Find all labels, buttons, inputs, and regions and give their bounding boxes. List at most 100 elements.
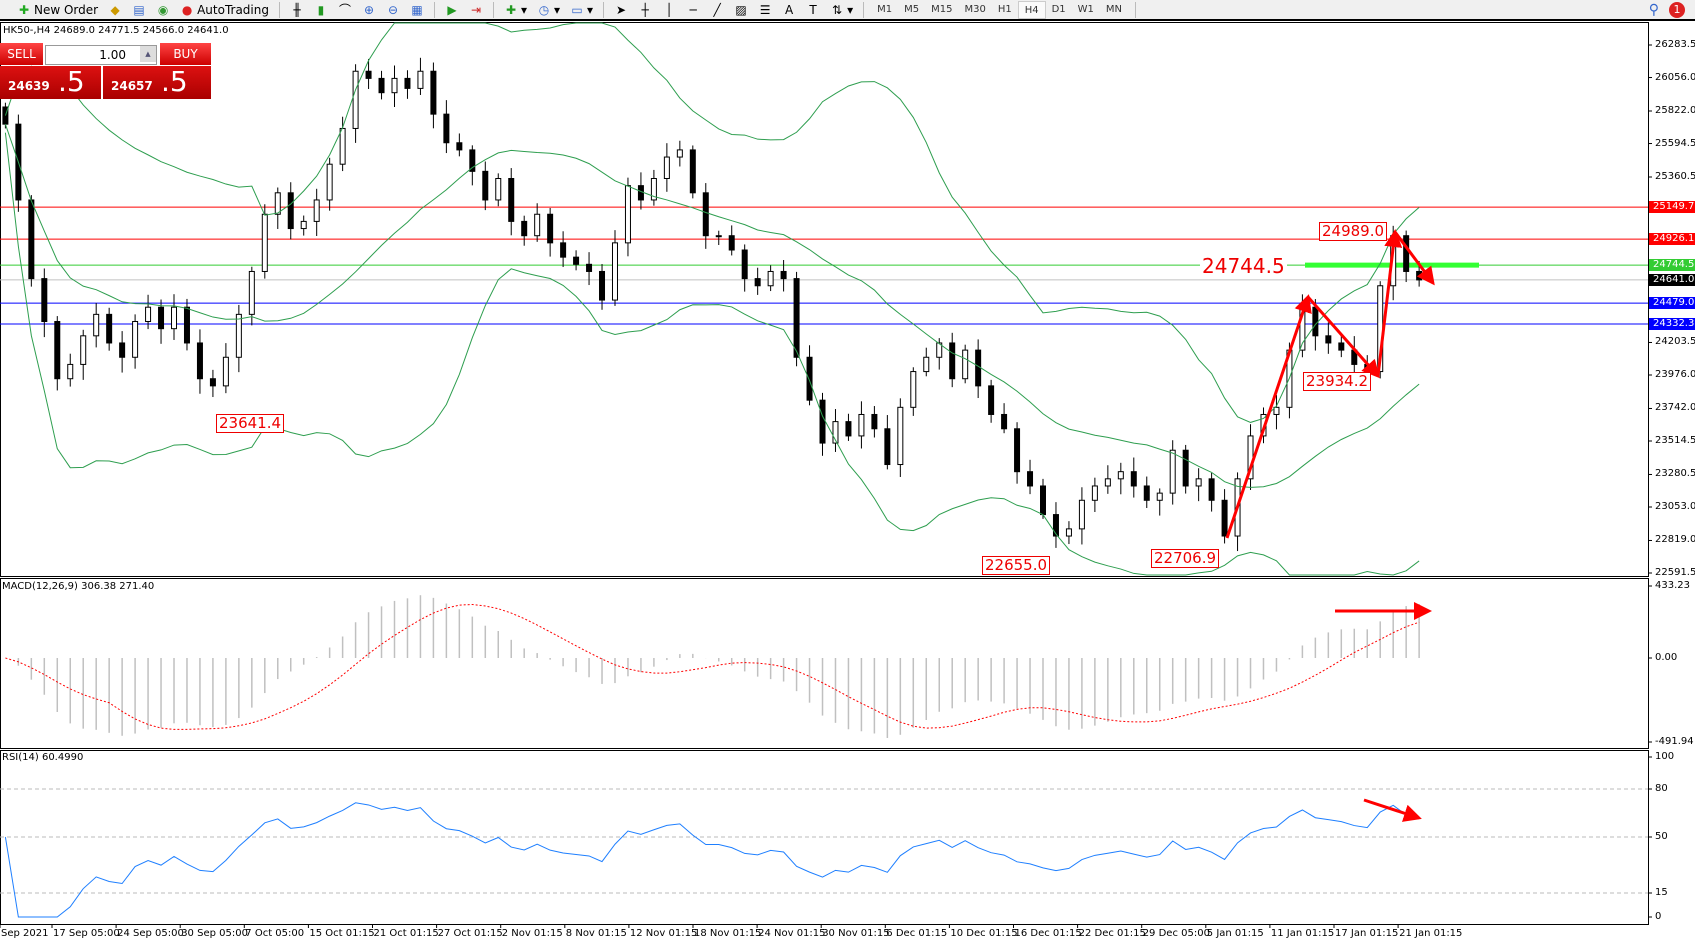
- candle: [1040, 485, 1046, 516]
- bar-chart-button[interactable]: ╫: [287, 1, 307, 19]
- autotrading-button[interactable]: ● AutoTrading: [181, 2, 269, 17]
- label-tool[interactable]: T: [803, 1, 823, 19]
- zoom-in-icon: ⊕: [363, 2, 375, 17]
- timeframe-h1[interactable]: H1: [997, 3, 1012, 15]
- candle: [119, 342, 126, 358]
- timeframe-d1[interactable]: D1: [1051, 3, 1066, 15]
- price-axis-label: 23742.0: [1655, 402, 1695, 414]
- toolbar-right: ⚲ 1: [1649, 0, 1685, 20]
- zoom-in-button[interactable]: ⊕: [359, 1, 379, 19]
- candle: [417, 70, 424, 89]
- text-tool[interactable]: A: [779, 1, 799, 19]
- divider: [863, 1, 865, 18]
- candle: [1104, 478, 1111, 487]
- bid-price-button[interactable]: 24639.5: [0, 66, 101, 99]
- time-axis-label: 5 Jan 01:15: [1206, 928, 1264, 939]
- auto-scroll-button[interactable]: ▶: [442, 1, 462, 19]
- timeframe-m5[interactable]: M5: [904, 3, 920, 15]
- timeframe-m30[interactable]: M30: [964, 3, 986, 15]
- horizontal-line-tool[interactable]: ─: [683, 1, 703, 19]
- timeframe-m1[interactable]: M1: [877, 3, 893, 15]
- chart-shift-button[interactable]: ⇥: [466, 1, 486, 19]
- candle: [404, 77, 411, 89]
- tile-icon: ▦: [411, 2, 423, 17]
- chart-info: HK50-,H4 24689.0 24771.5 24566.0 24641.0: [3, 25, 229, 36]
- market-watch-button[interactable]: ◆: [105, 1, 125, 19]
- candle: [1065, 528, 1072, 537]
- rsi-label: RSI(14) 60.4990: [2, 752, 84, 763]
- new-order-icon: ✚: [18, 2, 30, 17]
- time-axis-label: 11 Jan 01:15: [1270, 928, 1335, 939]
- candle: [702, 192, 709, 237]
- lot-increase-button[interactable]: ▲: [140, 46, 156, 62]
- macd-axis-label: 0.00: [1655, 652, 1678, 663]
- notification-badge[interactable]: 1: [1669, 2, 1685, 18]
- trendline-tool[interactable]: ╱: [707, 1, 727, 19]
- candle: [222, 356, 229, 387]
- signal-icon: ◉: [157, 2, 169, 17]
- time-axis-label: 17 Jan 01:15: [1335, 928, 1399, 939]
- new-order-button[interactable]: ✚ New Order: [18, 2, 99, 17]
- candle: [1156, 492, 1163, 501]
- candle: [430, 70, 437, 115]
- zoom-out-button[interactable]: ⊖: [383, 1, 403, 19]
- time-axis-label: 18 Nov 01:15: [694, 928, 762, 939]
- price-axis-label: 22819.0: [1655, 534, 1695, 546]
- timeframe-h4[interactable]: H4: [1017, 0, 1046, 19]
- price-axis-label: 25360.5: [1655, 171, 1695, 182]
- periods-button[interactable]: ◷ ▾: [538, 2, 561, 17]
- time-axis-label: 24 Nov 01:15: [758, 928, 826, 939]
- crosshair-tool[interactable]: ┼: [635, 1, 655, 19]
- candle: [1312, 306, 1319, 337]
- candle: [248, 270, 255, 315]
- arrows-tool[interactable]: ⇅ ▾: [832, 2, 854, 17]
- lot-size-input[interactable]: 1.00: [45, 45, 157, 65]
- line-chart-button[interactable]: ⌒: [335, 1, 355, 19]
- tile-windows-button[interactable]: ▦: [407, 1, 427, 19]
- pane-border: [0, 578, 1649, 749]
- candle: [209, 378, 216, 387]
- candle: [67, 363, 74, 380]
- signals-button[interactable]: ◉: [153, 1, 173, 19]
- candle: [326, 163, 333, 201]
- rsi-axis-label: 15: [1655, 887, 1668, 898]
- one-click-trading-panel: SELL ▼ 1.00 ▲ BUY 24639.5 24657.5: [0, 43, 211, 99]
- price-level-label: 25149.7: [1649, 201, 1695, 214]
- candle: [715, 235, 722, 238]
- templates-button[interactable]: ▭ ▾: [571, 2, 594, 17]
- bar-chart-icon: ╫: [293, 2, 301, 17]
- candle: [611, 242, 618, 301]
- timeframe-mn[interactable]: MN: [1105, 3, 1123, 15]
- text-icon: A: [784, 2, 794, 17]
- price-axis-label: 25594.5: [1655, 137, 1695, 149]
- indicators-button[interactable]: ✚ ▾: [505, 2, 528, 17]
- price-annotation: 22706.9: [1151, 549, 1220, 568]
- channel-tool[interactable]: ▨: [731, 1, 751, 19]
- vertical-line-icon: │: [665, 2, 673, 17]
- candle-chart-button[interactable]: ▮: [311, 1, 331, 19]
- candle: [1001, 413, 1008, 430]
- sell-button[interactable]: SELL: [0, 43, 43, 65]
- search-icon[interactable]: ⚲: [1648, 2, 1659, 18]
- macd-signal-line: [5, 603, 1420, 730]
- candle: [495, 178, 502, 201]
- candle: [988, 385, 995, 415]
- buy-button[interactable]: BUY: [160, 43, 211, 65]
- text-label-icon: T: [809, 2, 817, 17]
- divider: [603, 1, 605, 18]
- candle: [469, 149, 476, 172]
- ask-price-button[interactable]: 24657.5: [103, 66, 211, 99]
- trend-arrow: [1376, 229, 1403, 377]
- fibonacci-tool[interactable]: ☰: [755, 1, 775, 19]
- vertical-line-tool[interactable]: │: [659, 1, 679, 19]
- timeframe-m15[interactable]: M15: [931, 3, 953, 15]
- candle: [443, 113, 450, 144]
- rsi-axis-label: 80: [1655, 783, 1668, 794]
- candle: [171, 306, 178, 330]
- data-window-button[interactable]: ▤: [129, 1, 149, 19]
- timeframe-w1[interactable]: W1: [1077, 3, 1094, 15]
- candle: [378, 77, 385, 94]
- time-axis-label: 27 Oct 01:15: [437, 928, 503, 939]
- cursor-tool[interactable]: ➤: [611, 1, 631, 19]
